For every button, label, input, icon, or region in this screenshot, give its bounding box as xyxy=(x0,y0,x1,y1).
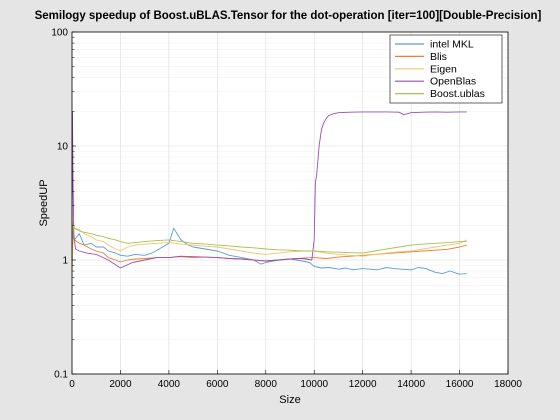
x-tick-label: 10000 xyxy=(300,379,328,390)
y-tick-label: 100 xyxy=(51,28,68,39)
x-tick-label: 6000 xyxy=(206,379,229,390)
series-line-intel-mkl xyxy=(71,227,467,275)
x-tick-label: 2000 xyxy=(109,379,132,390)
series-line-eigen xyxy=(71,220,467,278)
y-tick-label: 10 xyxy=(57,142,69,153)
x-tick-label: 16000 xyxy=(446,379,474,390)
legend-entry: Boost.ublas xyxy=(430,88,485,100)
x-tick-label: 12000 xyxy=(349,379,377,390)
legend-entry: OpenBlas xyxy=(430,76,476,88)
chart-title: Semilogy speedup of Boost.uBLAS.Tensor f… xyxy=(35,10,542,22)
legend-entry: Eigen xyxy=(430,63,457,75)
y-tick-label: 0.1 xyxy=(54,370,68,381)
series-layer xyxy=(71,111,467,278)
x-tick-label: 0 xyxy=(69,379,75,390)
legend-entry: Blis xyxy=(430,51,447,63)
y-axis-label: SpeedUP xyxy=(38,179,50,226)
legend-entry: intel MKL xyxy=(430,39,474,51)
x-tick-label: 4000 xyxy=(158,379,181,390)
x-tick-label: 14000 xyxy=(397,379,425,390)
x-tick-label: 8000 xyxy=(255,379,278,390)
y-tick-label: 1 xyxy=(62,256,68,267)
series-line-openblas xyxy=(71,111,467,269)
ticks: 0 2000 4000 6000 8000 10000 12000 14000 16000 180… xyxy=(51,28,522,391)
x-tick-label: 18000 xyxy=(494,379,522,390)
series-line-boost-ublas xyxy=(71,225,467,261)
x-axis-label: Size xyxy=(279,394,300,406)
plot-frame xyxy=(71,31,509,375)
